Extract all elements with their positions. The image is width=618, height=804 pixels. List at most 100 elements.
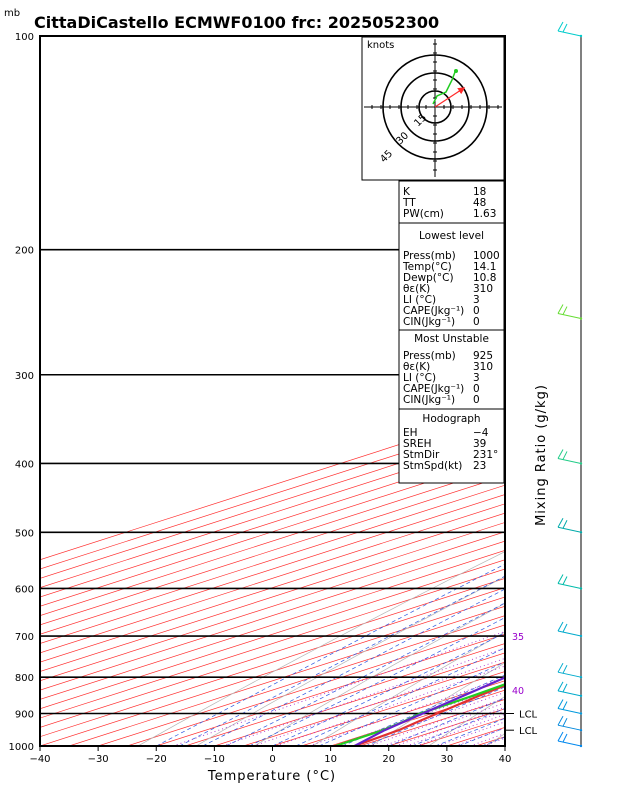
wind-barb-dot bbox=[580, 462, 582, 464]
temperature-point bbox=[525, 676, 527, 678]
wind-barb-staff bbox=[558, 725, 581, 730]
dewpoint-point bbox=[608, 612, 610, 614]
wind-barb-flag bbox=[558, 622, 563, 631]
wind-barb-dot bbox=[580, 712, 582, 714]
panel-row-value: 23 bbox=[473, 460, 486, 472]
wind-barb-dot bbox=[580, 35, 582, 37]
isotherm-line bbox=[40, 36, 618, 746]
panel-row-value: 1.63 bbox=[473, 208, 496, 220]
isotherm-line bbox=[0, 36, 618, 746]
wind-barb-flag bbox=[563, 684, 567, 692]
wind-barb-staff bbox=[558, 527, 581, 532]
wind-barb-dot bbox=[580, 587, 582, 589]
x-axis-label: Temperature (°C) bbox=[207, 769, 336, 784]
isotherm-line bbox=[0, 36, 618, 746]
wind-barbs bbox=[558, 22, 582, 747]
wind-barb-flag bbox=[563, 624, 567, 632]
x-tick-label: −10 bbox=[204, 754, 225, 765]
parcel-point bbox=[550, 657, 552, 659]
isotherm-line bbox=[0, 36, 618, 746]
isotherm-line bbox=[0, 36, 618, 746]
wind-barb-flag bbox=[558, 732, 563, 741]
wind-barb-flag bbox=[563, 665, 567, 673]
isotherm-line bbox=[0, 36, 618, 746]
dewpoint-point bbox=[472, 695, 474, 697]
lcl-label: LCL bbox=[519, 710, 538, 721]
wind-barb-dot bbox=[580, 676, 582, 678]
panel-row-value: 0 bbox=[473, 316, 480, 328]
panel-row-label: PW(cm) bbox=[403, 208, 444, 220]
x-tick-label: 20 bbox=[382, 754, 395, 765]
wind-barb-flag bbox=[558, 716, 563, 725]
isotherm-line bbox=[0, 36, 618, 746]
lcl-label: LCL bbox=[519, 726, 538, 737]
lcl-markers: LCL LCL bbox=[505, 710, 538, 738]
temperature-point bbox=[436, 713, 438, 715]
mixing-ratio-label: 40 bbox=[512, 686, 524, 697]
isotherm-line bbox=[0, 36, 618, 746]
isotherm-line bbox=[563, 36, 618, 746]
mixing-ratio-line bbox=[173, 589, 618, 747]
chart-title: CittaDiCastello ECMWF0100 frc: 202505230… bbox=[34, 13, 439, 32]
parcel-point bbox=[422, 713, 424, 715]
unit-label: mb bbox=[4, 8, 20, 19]
wind-barb-staff bbox=[558, 709, 581, 714]
wind-barb-dot bbox=[580, 317, 582, 319]
panel-row-value: 0 bbox=[473, 394, 480, 406]
hodograph-units-label: knots bbox=[367, 40, 394, 51]
wind-barb-flag bbox=[563, 520, 567, 528]
panel-row-label: StmSpd(kt) bbox=[403, 460, 462, 472]
y-tick-label: 500 bbox=[15, 528, 34, 539]
wind-barb-flag bbox=[558, 700, 563, 709]
isotherm-line bbox=[0, 36, 618, 746]
wind-barb-dot bbox=[580, 695, 582, 697]
x-tick-label: −20 bbox=[146, 754, 167, 765]
x-tick-label: 30 bbox=[441, 754, 454, 765]
wind-barb-flag bbox=[563, 718, 567, 726]
temperature-point bbox=[575, 657, 577, 659]
isotherm-line bbox=[0, 36, 618, 746]
wind-barb-staff bbox=[558, 314, 581, 319]
wind-barb-dot bbox=[580, 729, 582, 731]
dewpoint-point bbox=[543, 657, 545, 659]
wind-barb-flag bbox=[558, 22, 563, 31]
wind-barb-flag bbox=[558, 449, 563, 458]
wind-barb-flag bbox=[558, 518, 563, 527]
wind-barb-flag bbox=[563, 576, 567, 584]
wind-barb-flag bbox=[563, 451, 567, 459]
dry-adiabat bbox=[487, 36, 618, 746]
dewpoint-point bbox=[568, 635, 570, 637]
wind-barb-flag bbox=[558, 305, 563, 314]
y-tick-label: 600 bbox=[15, 585, 34, 596]
isotherm-line bbox=[0, 36, 618, 746]
wind-barb-flag bbox=[558, 663, 563, 672]
dry-adiabat bbox=[603, 36, 618, 746]
x-tick-label: 10 bbox=[324, 754, 337, 765]
isotherm-line bbox=[0, 36, 618, 746]
wind-barb-dot bbox=[580, 745, 582, 747]
wind-barb-flag bbox=[558, 574, 563, 583]
wind-barb-flag bbox=[563, 307, 567, 315]
isotherm-line bbox=[0, 36, 618, 746]
wind-barb-staff bbox=[558, 583, 581, 588]
mixing-ratio-line bbox=[455, 589, 618, 747]
x-tick-label: −40 bbox=[29, 754, 50, 765]
dewpoint-point bbox=[524, 676, 526, 678]
temperature-point bbox=[398, 729, 400, 731]
wind-barb-flag bbox=[558, 682, 563, 691]
parcel-point bbox=[384, 729, 386, 731]
mixing-ratio-line bbox=[483, 589, 618, 747]
isotherm-line bbox=[0, 36, 618, 746]
mixing-ratio-label: 35 bbox=[512, 632, 524, 643]
isotherm-line bbox=[0, 36, 618, 746]
mixing-ratio-line bbox=[416, 589, 618, 747]
wind-barb-staff bbox=[558, 458, 581, 463]
x-tick-label: 40 bbox=[499, 754, 512, 765]
mixing-ratio-line bbox=[353, 589, 618, 747]
y-tick-label: 400 bbox=[15, 460, 34, 471]
isotherm-line bbox=[0, 36, 618, 746]
isotherm-line bbox=[0, 36, 618, 746]
